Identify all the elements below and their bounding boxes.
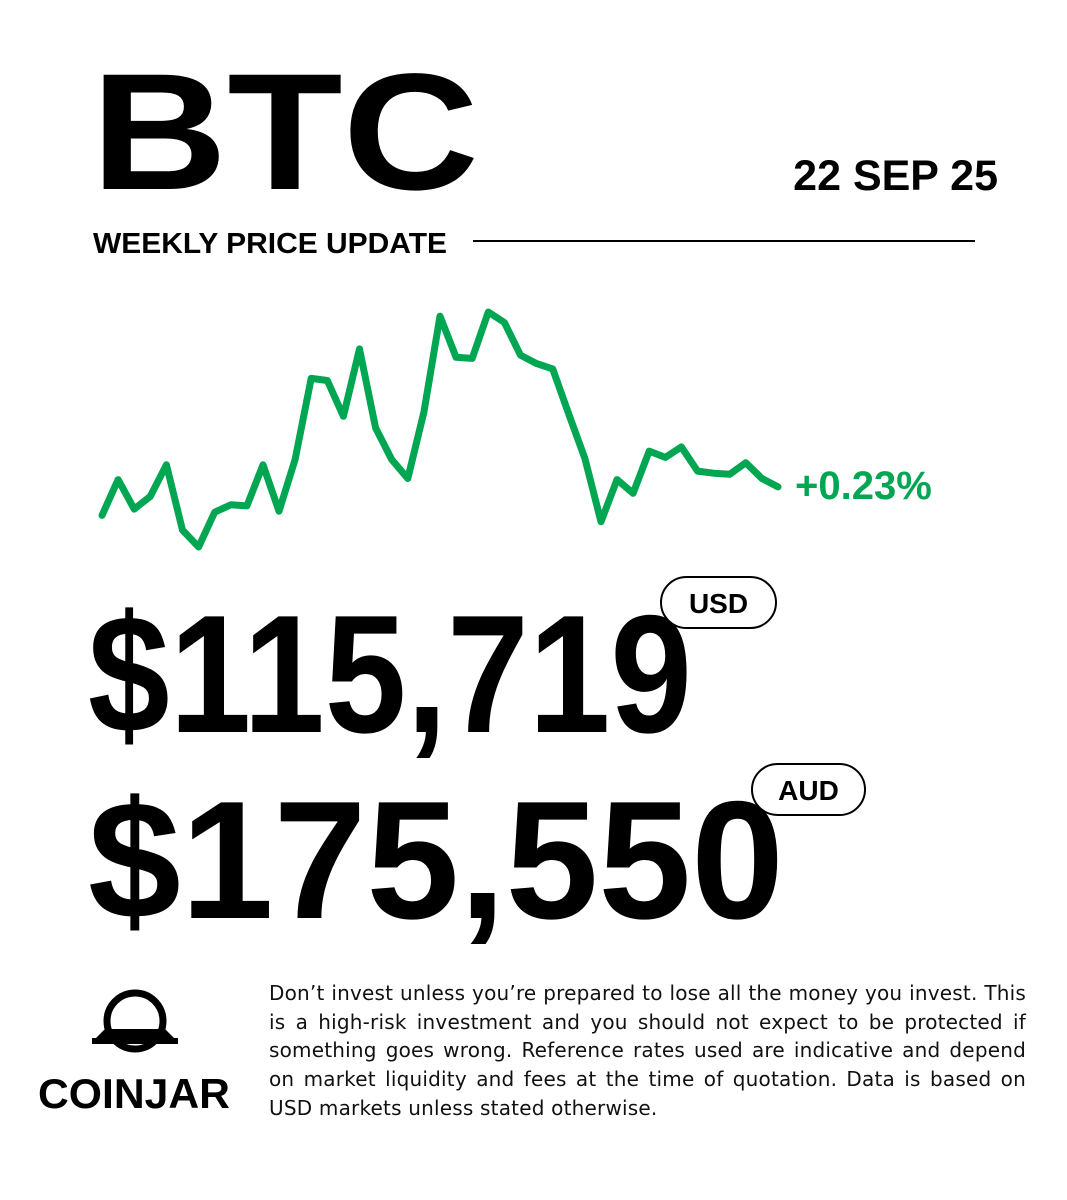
change-label: +0.23%	[795, 464, 932, 508]
price: $115,719	[88, 580, 692, 768]
currency-pill	[660, 576, 777, 629]
subtitle: WEEKLY PRICE UPDATE	[93, 228, 447, 260]
date: 22 SEP 25	[793, 152, 998, 200]
currency: USD	[689, 588, 748, 619]
title: BTC	[91, 40, 479, 225]
sparkline	[98, 308, 782, 551]
brand: COINJAR	[38, 1070, 230, 1117]
disclaimer: Don’t invest unless you’re prepared to l…	[269, 981, 1026, 1120]
currency-pill	[751, 763, 866, 816]
price: $175,550	[88, 766, 784, 954]
currency: AUD	[778, 775, 839, 806]
logo	[92, 989, 178, 1053]
price-line	[98, 308, 782, 551]
